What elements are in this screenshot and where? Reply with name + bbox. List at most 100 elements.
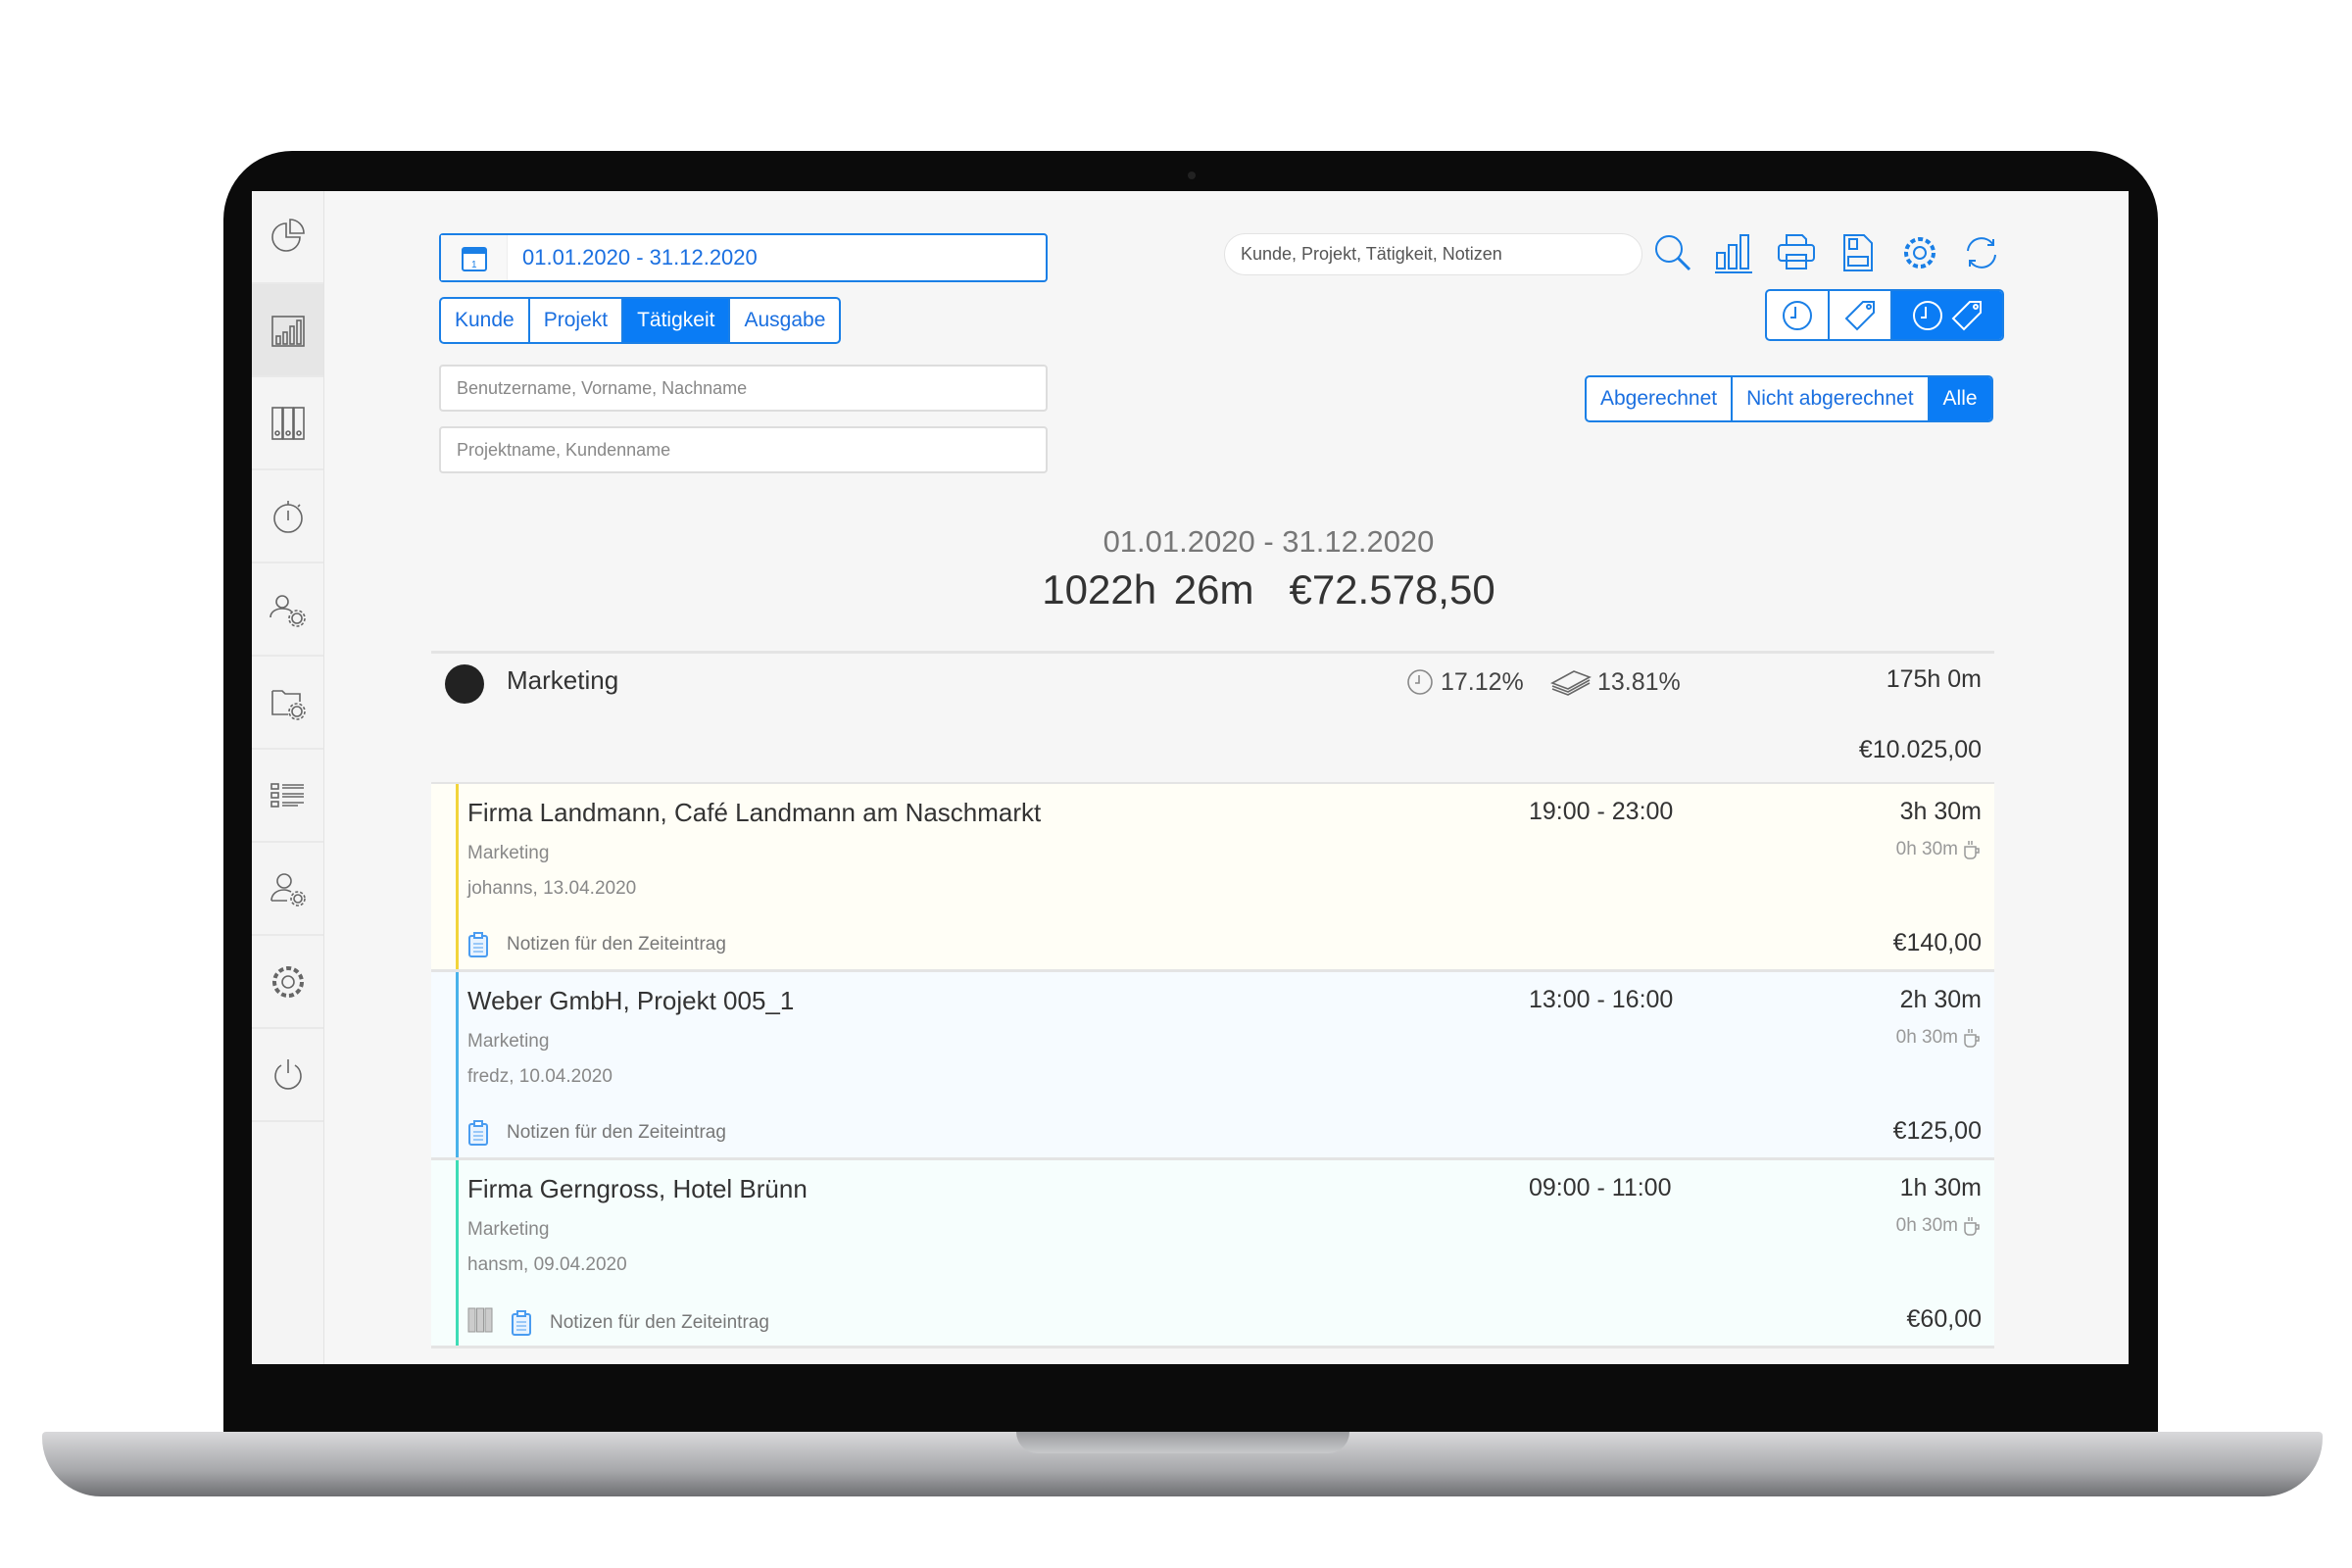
group-name: Marketing: [507, 665, 619, 695]
svg-text:1: 1: [471, 260, 477, 270]
tab-projekt[interactable]: Projekt: [530, 299, 624, 342]
clock-icon: [1407, 669, 1433, 695]
entry-price: €60,00: [1906, 1305, 1982, 1333]
bar-chart-icon: [270, 315, 305, 347]
sidebar-item-settings[interactable]: [252, 936, 323, 1029]
filter-abgerechnet[interactable]: Abgerechnet: [1587, 377, 1734, 420]
entry-pause: 0h 30m: [1896, 839, 1982, 860]
sidebar-item-activities[interactable]: [252, 750, 323, 843]
mode-time-price-button[interactable]: [1892, 291, 2002, 339]
sidebar-item-dashboard[interactable]: [252, 191, 323, 284]
entry-duration: 1h 30m: [1899, 1174, 1982, 1201]
laptop-notch: [1016, 1432, 1349, 1453]
entry-title: Firma Landmann, Café Landmann am Naschma…: [467, 798, 1042, 827]
notes-text: Notizen für den Zeiteintrag: [550, 1312, 769, 1333]
divider: [431, 651, 1994, 654]
entry-notes: Notizen für den Zeiteintrag: [467, 1307, 769, 1339]
settings-button[interactable]: [1895, 228, 1944, 277]
calendar-icon: 1: [441, 235, 508, 280]
clipboard-icon: [512, 1310, 531, 1336]
csv-export-icon: [1843, 234, 1873, 271]
filter-alle[interactable]: Alle: [1929, 377, 1991, 420]
sidebar-item-team-settings[interactable]: [252, 564, 323, 657]
search-input[interactable]: Kunde, Projekt, Tätigkeit, Notizen: [1224, 233, 1642, 275]
money-stack-icon: [1550, 670, 1592, 696]
coffee-cup-icon: [1964, 1217, 1980, 1236]
list-icon: [270, 782, 304, 808]
coffee-cup-icon: [1964, 841, 1980, 859]
entry-time-range: 19:00 - 23:00: [1529, 798, 1674, 825]
settings-icon: [1904, 237, 1936, 269]
project-filter-input[interactable]: Projektname, Kundenname: [439, 426, 1048, 473]
notes-text: Notizen für den Zeiteintrag: [507, 1122, 726, 1143]
clock-icon: [1913, 300, 1942, 330]
entry-pause: 0h 30m: [1896, 1027, 1982, 1049]
entry-title: Weber GmbH, Projekt 005_1: [467, 986, 795, 1015]
users-gear-icon: [269, 594, 306, 627]
print-button[interactable]: [1772, 228, 1821, 277]
time-entry[interactable]: Weber GmbH, Projekt 005_1 Marketing fred…: [431, 972, 1994, 1160]
filter-nicht-abgerechnet[interactable]: Nicht abgerechnet: [1733, 377, 1930, 420]
tab-taetigkeit[interactable]: Tätigkeit: [623, 299, 731, 342]
total-time: 1022h 26m: [1042, 566, 1254, 612]
sidebar-item-reports[interactable]: [252, 284, 323, 377]
sidebar-item-user-settings[interactable]: [252, 843, 323, 936]
sidebar-item-logout[interactable]: [252, 1029, 323, 1122]
search-icon: [1655, 235, 1691, 271]
entry-pause: 0h 30m: [1896, 1215, 1982, 1237]
time-entry[interactable]: Firma Landmann, Café Landmann am Naschma…: [431, 784, 1994, 972]
summary-date-range: 01.01.2020 - 31.12.2020: [1102, 524, 1435, 559]
entry-user-date: hansm, 09.04.2020: [467, 1254, 627, 1275]
display-mode-toggle: [1765, 289, 2004, 341]
power-icon: [273, 1058, 302, 1090]
summary-totals: 1022h 26m €72.578,50: [252, 566, 2129, 613]
tab-kunde[interactable]: Kunde: [441, 299, 530, 342]
entry-time-range: 13:00 - 16:00: [1529, 986, 1674, 1013]
archive-icon: [467, 1307, 493, 1339]
entry-duration: 2h 30m: [1899, 986, 1982, 1013]
sidebar: [252, 191, 324, 1364]
user-gear-icon: [270, 872, 306, 906]
group-color-dot: [445, 664, 484, 704]
csv-export-button[interactable]: [1834, 228, 1883, 277]
entry-time-range: 09:00 - 11:00: [1529, 1174, 1672, 1201]
group-by-tabs: Kunde Projekt Tätigkeit Ausgabe: [439, 297, 842, 344]
sidebar-item-archive[interactable]: [252, 377, 323, 470]
user-filter-input[interactable]: Benutzername, Vorname, Nachname: [439, 365, 1048, 412]
money-percent-value: 13.81%: [1597, 667, 1681, 696]
mode-price-button[interactable]: [1830, 291, 1892, 339]
sidebar-item-project-settings[interactable]: [252, 657, 323, 750]
sidebar-item-time-tracking[interactable]: [252, 470, 323, 564]
app-screen: 1 01.01.2020 - 31.12.2020 Kunde Projekt …: [252, 191, 2129, 1364]
entry-user-date: fredz, 10.04.2020: [467, 1066, 612, 1087]
group-time: 175h 0m: [1886, 665, 1982, 693]
entry-notes: Notizen für den Zeiteintrag: [467, 1119, 726, 1147]
entry-color-bar: [456, 972, 459, 1157]
clock-icon: [1783, 300, 1812, 330]
entry-activity: Marketing: [467, 843, 550, 863]
tab-ausgabe[interactable]: Ausgabe: [744, 309, 826, 331]
date-range-picker[interactable]: 1 01.01.2020 - 31.12.2020: [439, 233, 1048, 282]
entry-user-date: johanns, 13.04.2020: [467, 878, 637, 899]
entry-title: Firma Gerngross, Hotel Brünn: [467, 1174, 808, 1203]
search-button[interactable]: [1648, 228, 1697, 277]
chart-button[interactable]: [1710, 228, 1759, 277]
time-percent-value: 17.12%: [1441, 667, 1524, 696]
coffee-cup-icon: [1964, 1029, 1980, 1048]
stopwatch-icon: [272, 500, 303, 533]
refresh-button[interactable]: [1957, 228, 2006, 277]
folder-gear-icon: [270, 689, 306, 720]
divider: [431, 782, 1994, 785]
entry-price: €140,00: [1892, 929, 1982, 956]
price-tag-icon: [1951, 300, 1982, 330]
entry-activity: Marketing: [467, 1219, 550, 1240]
pause-value: 0h 30m: [1895, 839, 1958, 859]
refresh-icon: [1967, 237, 1996, 269]
notes-text: Notizen für den Zeiteintrag: [507, 934, 726, 955]
time-entry[interactable]: Firma Gerngross, Hotel Brünn Marketing h…: [431, 1160, 1994, 1348]
entry-color-bar: [456, 1160, 459, 1346]
total-amount: €72.578,50: [1289, 566, 1495, 612]
mode-time-button[interactable]: [1767, 291, 1830, 339]
group-money-percent: 13.81%: [1550, 667, 1681, 697]
clipboard-icon: [468, 932, 488, 957]
